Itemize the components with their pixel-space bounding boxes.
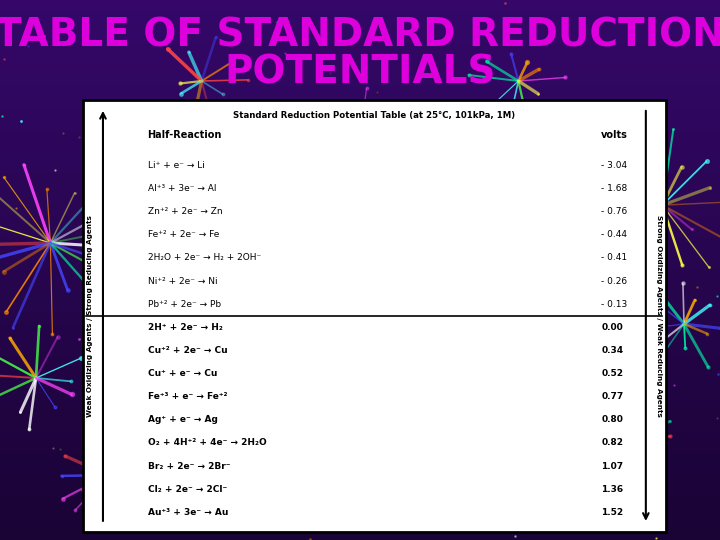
Text: TABLE OF STANDARD REDUCTION: TABLE OF STANDARD REDUCTION [0, 16, 720, 54]
Bar [0, 378, 720, 389]
Text: Ni⁺² + 2e⁻ → Ni: Ni⁺² + 2e⁻ → Ni [148, 276, 217, 286]
Text: Al⁺³ + 3e⁻ → Al: Al⁺³ + 3e⁻ → Al [148, 184, 216, 193]
Bar [0, 313, 720, 324]
Text: Zn⁺² + 2e⁻ → Zn: Zn⁺² + 2e⁻ → Zn [148, 207, 222, 216]
Text: Cl₂ + 2e⁻ → 2Cl⁻: Cl₂ + 2e⁻ → 2Cl⁻ [148, 484, 227, 494]
Bar [0, 11, 720, 22]
Bar [0, 65, 720, 76]
Bar [0, 97, 720, 108]
Text: Au⁺³ + 3e⁻ → Au: Au⁺³ + 3e⁻ → Au [148, 508, 228, 517]
Bar [0, 400, 720, 410]
Text: 1.52: 1.52 [601, 508, 624, 517]
Bar [0, 281, 720, 292]
Text: Fe⁺² + 2e⁻ → Fe: Fe⁺² + 2e⁻ → Fe [148, 231, 219, 239]
FancyBboxPatch shape [83, 100, 666, 532]
Text: O₂ + 4H⁺² + 4e⁻ → 2H₂O: O₂ + 4H⁺² + 4e⁻ → 2H₂O [148, 438, 266, 447]
Text: 1.07: 1.07 [601, 462, 624, 470]
Bar [0, 0, 720, 11]
Text: - 0.44: - 0.44 [601, 231, 627, 239]
Bar [0, 54, 720, 65]
Bar [0, 162, 720, 173]
Bar [0, 151, 720, 162]
Text: Fe⁺³ + e⁻ → Fe⁺²: Fe⁺³ + e⁻ → Fe⁺² [148, 392, 227, 401]
Bar [0, 475, 720, 486]
Text: Half-Reaction: Half-Reaction [148, 130, 222, 140]
Text: Cu⁺² + 2e⁻ → Cu: Cu⁺² + 2e⁻ → Cu [148, 346, 228, 355]
Bar [0, 432, 720, 443]
Bar [0, 346, 720, 356]
Bar [0, 443, 720, 454]
Bar [0, 140, 720, 151]
Bar [0, 173, 720, 184]
Text: - 3.04: - 3.04 [601, 161, 627, 170]
Bar [0, 464, 720, 475]
Bar [0, 421, 720, 432]
Text: Br₂ + 2e⁻ → 2Br⁻: Br₂ + 2e⁻ → 2Br⁻ [148, 462, 230, 470]
Text: 0.80: 0.80 [601, 415, 623, 424]
Text: Strong Oxidizing Agents / Weak Reducing Agents: Strong Oxidizing Agents / Weak Reducing … [656, 215, 662, 417]
Bar [0, 454, 720, 464]
Bar [0, 324, 720, 335]
Bar [0, 529, 720, 540]
Bar [0, 108, 720, 119]
Text: 0.34: 0.34 [601, 346, 624, 355]
Bar [0, 248, 720, 259]
Bar [0, 86, 720, 97]
Bar [0, 518, 720, 529]
Text: - 1.68: - 1.68 [601, 184, 627, 193]
Text: volts: volts [601, 130, 628, 140]
Bar [0, 227, 720, 238]
Bar [0, 238, 720, 248]
Text: 1.36: 1.36 [601, 484, 624, 494]
Text: 2H₂O + 2e⁻ → H₂ + 2OH⁻: 2H₂O + 2e⁻ → H₂ + 2OH⁻ [148, 253, 261, 262]
Text: 0.00: 0.00 [601, 323, 623, 332]
Bar [0, 410, 720, 421]
Bar [0, 43, 720, 54]
Bar [0, 216, 720, 227]
Text: 0.77: 0.77 [601, 392, 624, 401]
Bar [0, 76, 720, 86]
Bar [0, 486, 720, 497]
Bar [0, 32, 720, 43]
Bar [0, 270, 720, 281]
Bar [0, 130, 720, 140]
Bar [0, 508, 720, 518]
Bar [0, 259, 720, 270]
Bar [0, 119, 720, 130]
Text: Standard Reduction Potential Table (at 25°C, 101kPa, 1M): Standard Reduction Potential Table (at 2… [233, 111, 516, 119]
Text: Ag⁺ + e⁻ → Ag: Ag⁺ + e⁻ → Ag [148, 415, 217, 424]
Text: - 0.76: - 0.76 [601, 207, 627, 216]
Bar [0, 205, 720, 216]
Text: POTENTIALS: POTENTIALS [224, 54, 496, 92]
Bar [0, 292, 720, 302]
Text: Weak Oxidizing Agents / Strong Reducing Agents: Weak Oxidizing Agents / Strong Reducing … [87, 215, 93, 417]
Bar [0, 335, 720, 346]
Bar [0, 184, 720, 194]
Bar [0, 22, 720, 32]
Text: Cu⁺ + e⁻ → Cu: Cu⁺ + e⁻ → Cu [148, 369, 217, 378]
Text: 2H⁺ + 2e⁻ → H₂: 2H⁺ + 2e⁻ → H₂ [148, 323, 222, 332]
Text: Pb⁺² + 2e⁻ → Pb: Pb⁺² + 2e⁻ → Pb [148, 300, 221, 309]
Text: Li⁺ + e⁻ → Li: Li⁺ + e⁻ → Li [148, 161, 204, 170]
Bar [0, 356, 720, 367]
Bar [0, 367, 720, 378]
Bar [0, 302, 720, 313]
Text: - 0.41: - 0.41 [601, 253, 627, 262]
Text: - 0.26: - 0.26 [601, 276, 627, 286]
Text: - 0.13: - 0.13 [601, 300, 627, 309]
Text: 0.52: 0.52 [601, 369, 624, 378]
Text: 0.82: 0.82 [601, 438, 624, 447]
Bar [0, 194, 720, 205]
Bar [0, 389, 720, 400]
Bar [0, 497, 720, 508]
